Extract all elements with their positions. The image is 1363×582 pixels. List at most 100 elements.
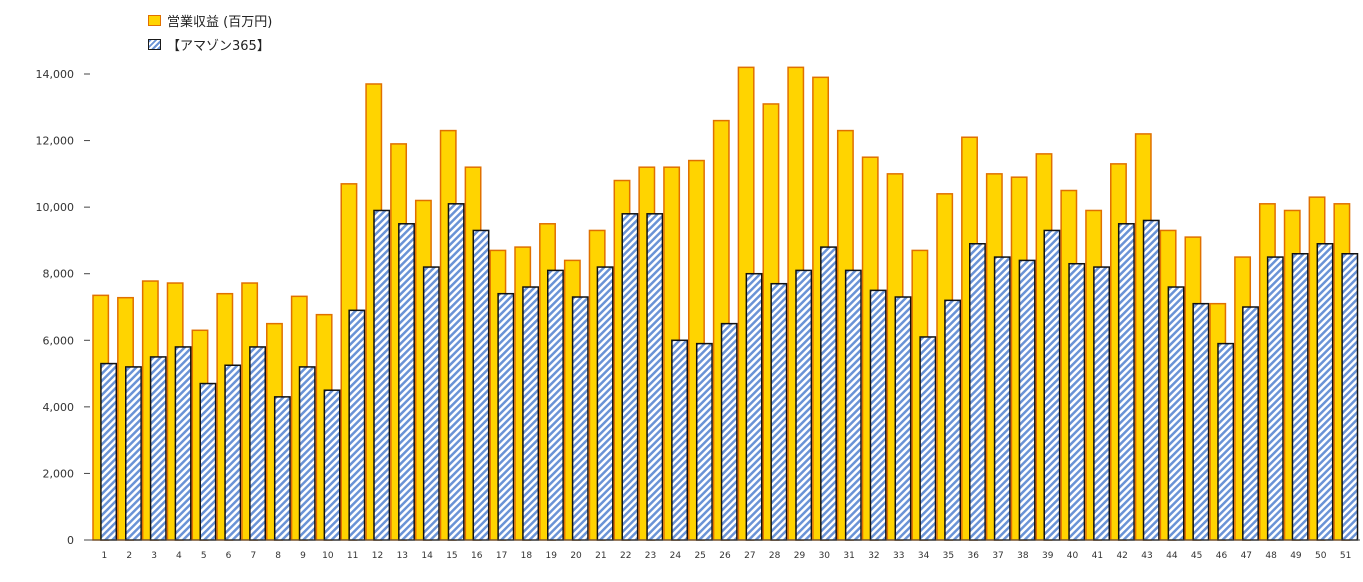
bar-count	[1192, 302, 1210, 541]
bar-count	[1266, 256, 1284, 541]
y-tick-label: 6,000	[43, 334, 75, 347]
bar-count	[273, 396, 291, 541]
x-tick-label: 36	[968, 551, 980, 561]
bar-count	[596, 266, 614, 541]
bar-count	[571, 296, 589, 541]
y-tick-label: 10,000	[36, 201, 75, 214]
legend: 営業収益 (百万円) 【アマゾン365】	[148, 8, 272, 56]
bar-count	[100, 362, 118, 541]
x-tick-label: 14	[421, 551, 433, 561]
y-tick-label: 8,000	[43, 268, 75, 281]
x-tick-label: 49	[1290, 551, 1302, 561]
bar-count	[1291, 252, 1309, 541]
bar-count	[373, 209, 391, 541]
bar-count	[621, 213, 639, 541]
y-tick-label: 0	[67, 534, 74, 547]
bar-count	[1043, 229, 1061, 541]
legend-item-count: 【アマゾン365】	[148, 32, 272, 56]
x-tick-label: 1	[102, 551, 108, 561]
bar-count	[174, 346, 192, 541]
x-tick-label: 26	[719, 551, 731, 561]
bar-count	[224, 364, 242, 541]
bar-count	[795, 269, 813, 541]
x-tick-label: 51	[1340, 551, 1351, 561]
x-tick-label: 37	[992, 551, 1003, 561]
x-tick-label: 40	[1067, 551, 1079, 561]
x-tick-label: 8	[275, 551, 281, 561]
legend-swatch-sales	[148, 14, 161, 26]
x-tick-label: 13	[397, 551, 408, 561]
x-tick-label: 33	[893, 551, 904, 561]
bar-count	[844, 269, 862, 541]
x-tick-label: 30	[819, 551, 831, 561]
bar-count	[820, 246, 837, 541]
x-tick-label: 50	[1315, 551, 1327, 561]
legend-swatch-count	[148, 38, 161, 50]
bar-count	[695, 342, 713, 541]
bar-count	[1242, 306, 1259, 541]
x-tick-label: 41	[1092, 551, 1103, 561]
bar-count	[298, 366, 316, 541]
x-tick-label: 32	[868, 551, 879, 561]
y-axis: 0 2,000 4,000 6,000 8,000 10,000 12,000 14,000	[36, 68, 90, 547]
bar-count	[125, 366, 142, 541]
x-tick-label: 42	[1116, 551, 1127, 561]
x-tick-label: 24	[670, 551, 682, 561]
y-tick-label: 2,000	[43, 467, 75, 480]
x-tick-label: 38	[1017, 551, 1029, 561]
legend-label-count: 【アマゾン365】	[167, 38, 270, 54]
x-tick-label: 3	[151, 551, 157, 561]
x-tick-label: 29	[794, 551, 806, 561]
x-tick-label: 48	[1265, 551, 1277, 561]
bar-count	[1341, 252, 1359, 541]
bar-count	[969, 243, 986, 541]
bar-series: 1 2 3 4 5 6 7 8 9 10 11 12 13 14 15 16 17 18 19 20 21 22 23 24 2…	[92, 66, 1359, 561]
bar-count	[199, 382, 217, 541]
x-tick-label: 18	[521, 551, 533, 561]
x-tick-label: 15	[446, 551, 457, 561]
x-tick-label: 44	[1166, 551, 1178, 561]
bar-count	[1093, 266, 1111, 541]
bar-count	[1117, 223, 1135, 541]
bar-count	[1018, 259, 1036, 541]
bar-count	[522, 286, 540, 541]
bar-count	[745, 272, 763, 541]
bar-count	[547, 269, 564, 541]
bar-count	[1167, 286, 1185, 541]
bar-count	[1068, 262, 1086, 541]
bar-count	[993, 256, 1011, 541]
x-tick-label: 11	[347, 551, 358, 561]
y-tick-label: 14,000	[36, 68, 75, 81]
x-tick-label: 35	[943, 551, 954, 561]
x-tick-label: 47	[1241, 551, 1252, 561]
x-tick-label: 6	[226, 551, 232, 561]
bar-count	[249, 346, 267, 541]
bar-count	[398, 223, 415, 541]
x-tick-label: 27	[744, 551, 755, 561]
x-tick-label: 25	[694, 551, 705, 561]
x-tick-label: 43	[1141, 551, 1152, 561]
x-tick-label: 31	[843, 551, 854, 561]
bar-count	[894, 296, 912, 541]
x-tick-label: 5	[201, 551, 207, 561]
bar-count	[671, 339, 689, 541]
bar-count	[1316, 243, 1334, 541]
x-tick-label: 23	[645, 551, 656, 561]
legend-item-sales: 営業収益 (百万円)	[148, 8, 272, 32]
x-tick-label: 7	[250, 551, 256, 561]
bar-count	[869, 289, 887, 541]
bar-count	[944, 299, 962, 541]
bar-count	[770, 282, 788, 541]
x-tick-label: 16	[471, 551, 483, 561]
legend-label-sales: 営業収益 (百万円)	[167, 14, 273, 30]
y-tick-label: 12,000	[36, 135, 75, 148]
bar-count	[447, 203, 465, 541]
x-tick-label: 28	[769, 551, 781, 561]
x-tick-label: 2	[126, 551, 132, 561]
bar-count	[149, 356, 167, 541]
x-tick-label: 10	[322, 551, 334, 561]
x-tick-label: 12	[372, 551, 383, 561]
bar-count	[1217, 342, 1235, 541]
bar-count	[919, 336, 937, 541]
